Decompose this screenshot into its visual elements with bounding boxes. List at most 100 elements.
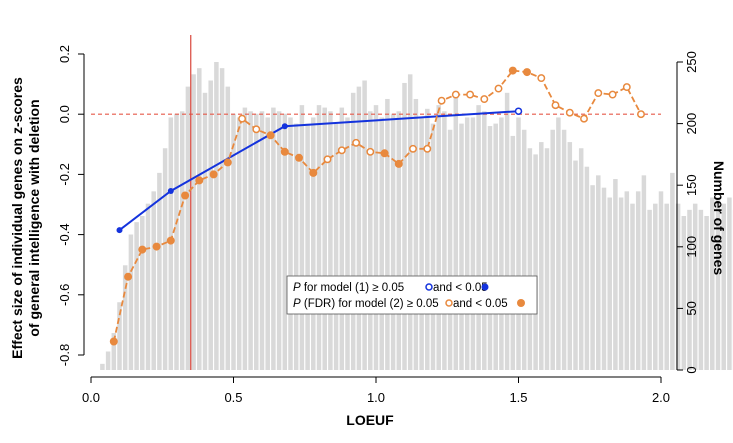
histogram-bar: [219, 68, 225, 370]
histogram-bar: [197, 68, 202, 370]
histogram-bar: [157, 172, 162, 370]
x-tick-label: 0.0: [82, 390, 100, 405]
data-point-model-2: [124, 272, 133, 281]
histogram-bar: [675, 203, 681, 370]
data-point-model-2: [380, 149, 389, 158]
histogram-bar: [453, 92, 459, 371]
histogram-bar: [242, 107, 248, 370]
histogram-bar: [339, 107, 345, 370]
histogram-bar: [607, 197, 612, 370]
legend-row1: P for model (1) ≥ 0.05: [293, 282, 404, 294]
histogram-bar: [402, 82, 407, 370]
histogram-bar: [208, 80, 213, 370]
histogram-bar: [385, 98, 390, 371]
data-point-model-2: [195, 176, 204, 185]
histogram-bar: [390, 113, 396, 371]
legend-row2: P (FDR) for model (2) ≥ 0.05: [293, 298, 439, 310]
histogram-bar: [379, 117, 384, 370]
histogram-bar: [459, 123, 464, 370]
histogram-bar: [419, 117, 424, 370]
data-point-model-2: [523, 68, 531, 77]
histogram-bar: [641, 175, 647, 370]
data-point-model-2: [366, 147, 375, 156]
x-tick-label: 1.5: [509, 390, 527, 405]
data-point-model-2: [295, 153, 303, 162]
histogram-bar: [430, 123, 436, 370]
histogram-bar: [704, 216, 709, 370]
legend-row2-mid: and < 0.05: [453, 298, 508, 310]
y-left-tick-label: -0.8: [57, 344, 72, 366]
histogram-bar: [185, 86, 191, 370]
data-point-model-2: [608, 90, 617, 99]
legend-model1-filled-marker: [481, 283, 489, 291]
histogram-bar: [482, 111, 487, 370]
histogram-bar: [117, 302, 122, 370]
histogram-bar: [493, 123, 498, 370]
legend-model2-open-marker: [445, 299, 453, 307]
histogram-bar: [613, 179, 618, 370]
histogram-bar: [510, 135, 516, 370]
data-point-model-2: [209, 170, 218, 179]
histogram-bar: [276, 111, 282, 370]
y-right-tick-label: 150: [684, 174, 699, 196]
histogram-bar: [316, 105, 322, 371]
series-line-model-2: [112, 69, 642, 342]
data-point-model-2: [580, 114, 588, 123]
data-point-model-2: [138, 245, 147, 254]
histogram-bar: [658, 191, 664, 370]
histogram-bar: [122, 265, 128, 370]
histogram-bar: [265, 117, 270, 370]
data-point-model-2: [480, 95, 489, 104]
histogram-bar: [653, 203, 658, 370]
histogram-bar: [447, 129, 453, 370]
data-point-model-2: [394, 159, 403, 168]
y-left-tick-label: -0.4: [57, 223, 72, 245]
histogram-bar: [476, 105, 481, 371]
histogram-bar: [231, 113, 236, 371]
data-point-model-2: [594, 89, 603, 98]
legend-row1-mid: and < 0.05: [433, 282, 488, 294]
data-point-model-2: [266, 131, 275, 140]
histogram-bar: [225, 86, 231, 370]
legend-model1-open-marker: [425, 283, 433, 291]
data-point-model-2: [181, 191, 190, 200]
data-point-model-2: [466, 90, 475, 99]
histogram-bar: [647, 209, 652, 370]
y-left-tick-label: 0.2: [57, 45, 72, 63]
data-point-model-2: [309, 168, 318, 177]
histogram-bar: [664, 203, 669, 370]
legend-row2-text: (FDR) for model (2) ≥ 0.05: [301, 298, 439, 310]
histogram-bar: [128, 234, 134, 370]
data-point-model-1: [116, 227, 123, 234]
data-point-model-2: [352, 138, 361, 147]
histogram-bar: [214, 62, 219, 370]
x-tick-label: 0.5: [224, 390, 242, 405]
x-tick-label: 2.0: [652, 390, 670, 405]
histogram-bar: [556, 117, 561, 370]
histogram-bar: [590, 185, 595, 370]
data-point-model-2: [409, 144, 417, 153]
histogram-bar: [464, 117, 470, 370]
legend-row1-text: for model (1) ≥ 0.05: [301, 282, 404, 294]
histogram-bar: [584, 166, 590, 370]
histogram-bar: [162, 148, 168, 370]
y-left-axis-title-line2: of general intelligence with deletion: [26, 99, 42, 336]
data-point-model-2: [323, 155, 332, 164]
legend-row1-italic: P: [293, 282, 301, 294]
data-point-model-2: [537, 74, 546, 83]
histogram-bar: [527, 148, 533, 370]
histogram-bar: [356, 86, 362, 370]
histogram-bar: [202, 92, 208, 371]
y-right-tick-label: 50: [684, 301, 699, 315]
histogram-bar: [333, 123, 339, 370]
y-left-tick-label: -0.6: [57, 284, 72, 306]
legend: P for model (1) ≥ 0.05 and < 0.05 P (FDR…: [286, 275, 538, 315]
histogram-bar: [145, 203, 151, 370]
histogram-bar: [328, 111, 333, 370]
histogram-bar: [630, 203, 635, 370]
histogram-bar: [174, 113, 179, 371]
legend-model2-filled-marker: [517, 299, 525, 307]
histogram-bar: [533, 154, 538, 370]
histogram-bar: [134, 222, 139, 370]
